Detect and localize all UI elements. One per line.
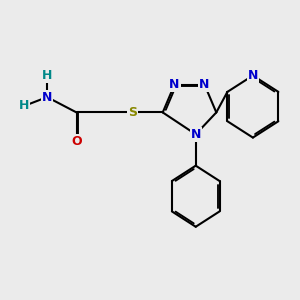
- Text: N: N: [248, 69, 258, 82]
- Text: H: H: [19, 99, 29, 112]
- Text: N: N: [190, 128, 201, 141]
- Text: H: H: [42, 69, 52, 82]
- Text: N: N: [42, 91, 52, 103]
- Text: N: N: [169, 78, 180, 91]
- Text: S: S: [128, 106, 137, 119]
- Text: N: N: [200, 78, 210, 91]
- Text: O: O: [71, 135, 82, 148]
